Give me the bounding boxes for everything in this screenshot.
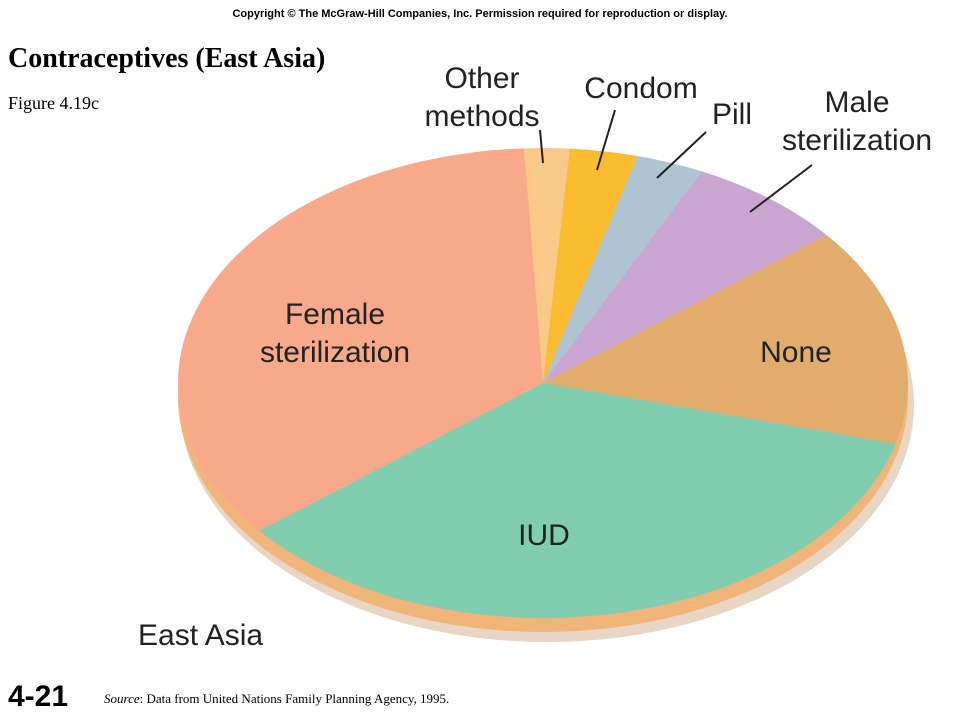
- pie-slice: [177, 148, 543, 531]
- chart-title: Contraceptives (East Asia): [8, 43, 325, 74]
- source-text: : Data from United Nations Family Planni…: [140, 691, 450, 706]
- pie-slice: [543, 156, 702, 383]
- slice-label: IUD: [518, 519, 570, 552]
- slice-label: Female sterilization: [260, 298, 410, 369]
- pie-slice: [543, 235, 908, 444]
- slide-number: 4-21: [8, 680, 68, 713]
- leader-line: [749, 164, 813, 213]
- slice-label-line: methods: [424, 100, 539, 133]
- leader-line: [539, 129, 544, 164]
- slice-label-line: IUD: [518, 519, 570, 552]
- slice-label-line: sterilization: [782, 124, 932, 157]
- slice-label-line: Other: [444, 62, 519, 95]
- slice-label-line: Condom: [584, 72, 697, 105]
- copyright: Copyright © The McGraw-Hill Companies, I…: [232, 8, 727, 20]
- slice-label-line: sterilization: [260, 336, 410, 369]
- slice-label-line: Female: [285, 298, 385, 331]
- pie: [177, 109, 914, 642]
- pie-slice: [543, 148, 638, 383]
- slice-label: Pill: [712, 98, 752, 131]
- slice-label-line: Male: [824, 86, 889, 119]
- slice-label-line: Pill: [712, 98, 752, 131]
- leader-line: [656, 131, 707, 179]
- slice-label: Condom: [584, 72, 697, 105]
- pie-slice: [523, 147, 570, 383]
- source: Source: Data from United Nations Family …: [104, 691, 449, 706]
- source-prefix: Source: [104, 691, 140, 706]
- slice-label: None: [760, 336, 832, 369]
- region-label: East Asia: [138, 619, 263, 652]
- leader-line: [596, 109, 616, 171]
- pie-slice: [259, 383, 896, 618]
- chart-subtitle: Figure 4.19c: [8, 93, 99, 113]
- slice-label-line: None: [760, 336, 832, 369]
- pie-slice: [543, 171, 827, 383]
- slice-label: Other methods: [424, 62, 539, 133]
- slice-label: Male sterilization: [782, 86, 932, 157]
